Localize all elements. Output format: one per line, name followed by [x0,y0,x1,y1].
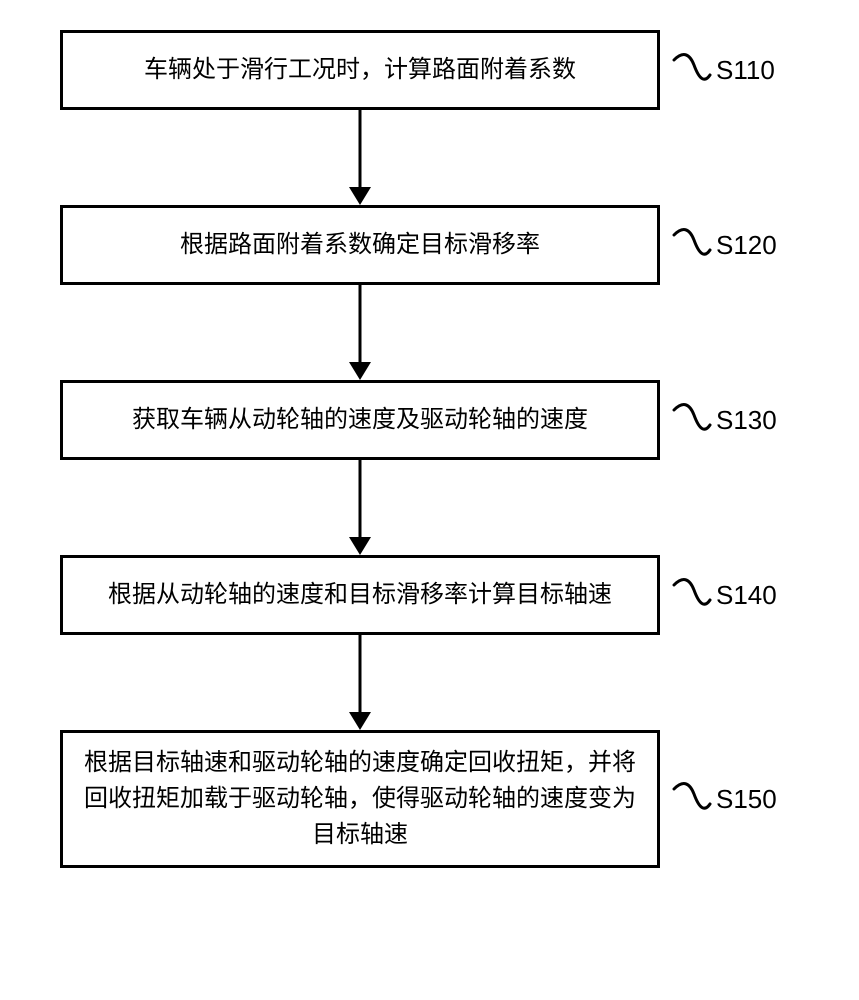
flowchart-container: 车辆处于滑行工况时，计算路面附着系数 S110 根据路面附着系数确定目标滑移率 S12… [60,30,800,868]
arrow-down [60,460,660,555]
step-box-s110: 车辆处于滑行工况时，计算路面附着系数 [60,30,660,110]
step-box-s120: 根据路面附着系数确定目标滑移率 [60,205,660,285]
label-connector: S150 [672,774,777,824]
step-box-s130: 获取车辆从动轮轴的速度及驱动轮轴的速度 [60,380,660,460]
step-row: 获取车辆从动轮轴的速度及驱动轮轴的速度 S130 [60,380,800,460]
step-row: 车辆处于滑行工况时，计算路面附着系数 S110 [60,30,800,110]
step-row: 根据目标轴速和驱动轮轴的速度确定回收扭矩，并将回收扭矩加载于驱动轮轴，使得驱动轮… [60,730,800,868]
step-label-s130: S130 [716,405,777,436]
label-connector: S120 [672,220,777,270]
step-label-s110: S110 [716,55,775,86]
label-connector: S130 [672,395,777,445]
step-row: 根据路面附着系数确定目标滑移率 S120 [60,205,800,285]
step-label-s120: S120 [716,230,777,261]
arrow-down [60,110,660,205]
label-connector: S140 [672,570,777,620]
arrow-down [60,635,660,730]
step-box-s140: 根据从动轮轴的速度和目标滑移率计算目标轴速 [60,555,660,635]
step-box-s150: 根据目标轴速和驱动轮轴的速度确定回收扭矩，并将回收扭矩加载于驱动轮轴，使得驱动轮… [60,730,660,868]
label-connector: S110 [672,45,775,95]
step-row: 根据从动轮轴的速度和目标滑移率计算目标轴速 S140 [60,555,800,635]
arrow-down [60,285,660,380]
step-label-s140: S140 [716,580,777,611]
step-label-s150: S150 [716,784,777,815]
